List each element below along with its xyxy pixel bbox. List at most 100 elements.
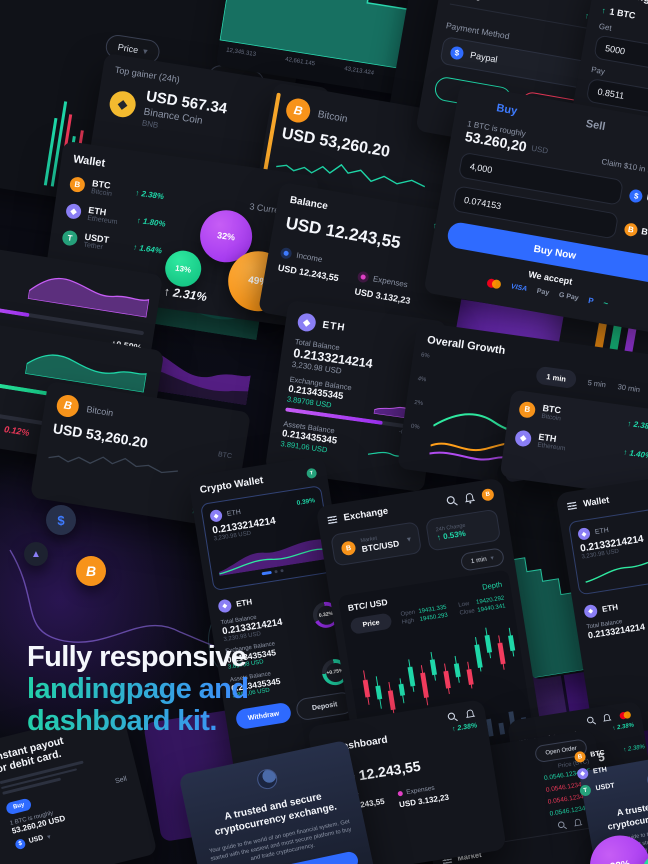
token-coin-icon: ▲ xyxy=(24,542,48,566)
google-pay-icon: G Pay xyxy=(558,291,580,303)
pair-title: BTC/ USD xyxy=(347,596,389,614)
wallet-area-chart xyxy=(218,539,327,577)
chevron-down-icon: ▾ xyxy=(46,833,52,841)
progress-fill xyxy=(0,304,30,318)
quote-label: Open xyxy=(400,609,416,618)
carousel-dot[interactable] xyxy=(274,569,278,574)
timeframe-1min[interactable]: 1 min xyxy=(535,365,578,390)
income-dot-icon xyxy=(283,250,290,257)
menu-icon[interactable] xyxy=(567,501,577,509)
eth-coin-icon: ◆ xyxy=(583,603,599,619)
depth-axis-tick: 12,345.313 xyxy=(225,47,257,58)
usdt-coin-icon: T xyxy=(61,229,79,247)
usdt-coin-icon: T xyxy=(305,467,318,479)
claim-rewards-link[interactable]: Claim $10 in Rewards xyxy=(600,157,648,179)
bell-icon[interactable] xyxy=(465,708,476,719)
usdt-coin-icon: T xyxy=(579,784,592,797)
bitcoin-coin-icon: B xyxy=(76,556,106,586)
price-tab[interactable]: Price xyxy=(349,612,393,635)
search-icon[interactable] xyxy=(557,820,568,830)
purple-area-sparkline xyxy=(27,277,150,318)
sell-tab[interactable]: Sell xyxy=(114,775,128,786)
brand-logo xyxy=(255,767,280,791)
mastercard-icon xyxy=(619,710,632,720)
quote-label: Close xyxy=(459,608,476,617)
currency-select-usd[interactable]: $ USD ▾ xyxy=(628,188,648,209)
mastercard-icon xyxy=(486,278,502,290)
usd-coin-icon: $ xyxy=(14,837,27,850)
poster-headline: Fully responsive landingpage and dashboa… xyxy=(27,641,249,737)
tab-sell[interactable]: Sell xyxy=(584,117,607,134)
arrow-up-icon: ↑ xyxy=(601,5,607,16)
eth-coin-icon: ◆ xyxy=(217,598,233,614)
eth-coin-icon: ◆ xyxy=(514,428,533,448)
expenses-dot-icon xyxy=(397,790,403,797)
tab-buy[interactable]: Buy xyxy=(495,102,519,118)
usd-coin-icon: $ xyxy=(628,188,644,204)
timeframe-5min[interactable]: 5 min xyxy=(587,377,607,389)
search-icon[interactable] xyxy=(586,716,597,726)
currency-select-btc[interactable]: B BTC ▾ xyxy=(623,221,648,242)
search-icon[interactable] xyxy=(447,711,458,722)
carousel-dot-active[interactable] xyxy=(261,570,272,576)
quote-label: High xyxy=(401,617,415,626)
bell-icon[interactable] xyxy=(463,491,476,504)
chevron-down-icon: ▾ xyxy=(142,45,149,57)
menu-icon[interactable] xyxy=(327,515,337,523)
carousel-dot[interactable] xyxy=(280,568,284,573)
eth-coin-icon: ◆ xyxy=(577,527,591,541)
wallet-symbol: BTC xyxy=(589,749,606,759)
bell-icon[interactable] xyxy=(573,818,583,828)
buy-mini-button[interactable]: Buy xyxy=(4,797,33,815)
income-label: Income xyxy=(295,250,324,265)
timeframe-dropdown[interactable]: 1 min ▾ xyxy=(459,547,506,572)
btc-coin-icon: B xyxy=(340,540,357,557)
price-filter-label: Price xyxy=(117,42,139,56)
wallet-screen: Wallet ◆ ETH 0.2133214214 3,230.98 USD ◆… xyxy=(555,473,648,739)
eth-chart-card: ◆ ETH 0.2133214214 3,230.98 USD xyxy=(568,504,648,596)
wallet-symbol: ETH xyxy=(592,766,608,776)
legend-change: ↑ 1.40% xyxy=(622,447,648,461)
search-icon[interactable] xyxy=(446,494,459,507)
depth-link[interactable]: Depth xyxy=(481,579,503,592)
dashboard-screen-right: Dashboard ↑ 2.38% Balance USD 12.243,55 … xyxy=(506,700,648,864)
btc-coin-icon: B xyxy=(573,750,587,764)
depth-axis-tick: 43,213.424 xyxy=(343,66,375,77)
eth-chart-card[interactable]: ◆ ETH 0.39% 0.2133214214 3,230.98 USD xyxy=(200,485,335,592)
quick-buy-amount[interactable]: 4,000 xyxy=(451,0,483,4)
wallet-sparkline xyxy=(585,552,648,583)
crypto-wallet-screen: Crypto Wallet T ◆ ETH 0.39% 0.2133214214… xyxy=(187,455,375,795)
bitcoin-sparkline xyxy=(48,455,179,474)
wallet-coin-change: ↑ 1.80% xyxy=(136,215,167,229)
dollar-coin-icon: $ xyxy=(46,505,76,535)
timeframe-label: 1 min xyxy=(470,555,488,565)
wallet-coin-change: ↑ 2.38% xyxy=(622,743,646,753)
chart-change: 0.39% xyxy=(296,496,316,507)
wallet-screen-title: Wallet xyxy=(582,494,610,509)
bell-icon[interactable] xyxy=(602,713,612,723)
chevron-down-icon: ▾ xyxy=(490,554,495,563)
expenses-dot-icon xyxy=(359,274,366,280)
y-tick: 4% xyxy=(417,376,427,384)
timeframe-30min[interactable]: 30 min xyxy=(617,381,641,394)
btc-coin-icon: B xyxy=(68,176,86,194)
green-area-sparkline xyxy=(25,354,148,393)
bitcoin-price-card-left: B Bitcoin USD 53,260.20 BTC ↑ 2.11% xyxy=(30,380,251,530)
wallet-symbol: USDT xyxy=(595,782,616,793)
exchange-screen-title: Exchange xyxy=(342,505,389,524)
eth-label: ETH xyxy=(594,526,610,536)
avatar[interactable]: B xyxy=(480,487,495,502)
eth-coin-icon: ◆ xyxy=(65,202,83,220)
wallet-coin-change: ↑ 1.64% xyxy=(132,242,163,256)
headline-line3: dashboard kit. xyxy=(27,705,248,737)
quote-label: Low xyxy=(457,601,470,609)
eth-symbol: ETH xyxy=(321,319,347,334)
expenses-label: Expenses xyxy=(372,274,409,290)
y-tick: 2% xyxy=(413,399,424,408)
legend-name: Bitcoin xyxy=(540,412,562,423)
y-tick: 0% xyxy=(410,423,420,431)
eth-coin-icon: ◆ xyxy=(296,312,317,333)
bnb-coin-icon: ◆ xyxy=(107,89,138,120)
apple-pay-icon: Pay xyxy=(536,287,550,297)
